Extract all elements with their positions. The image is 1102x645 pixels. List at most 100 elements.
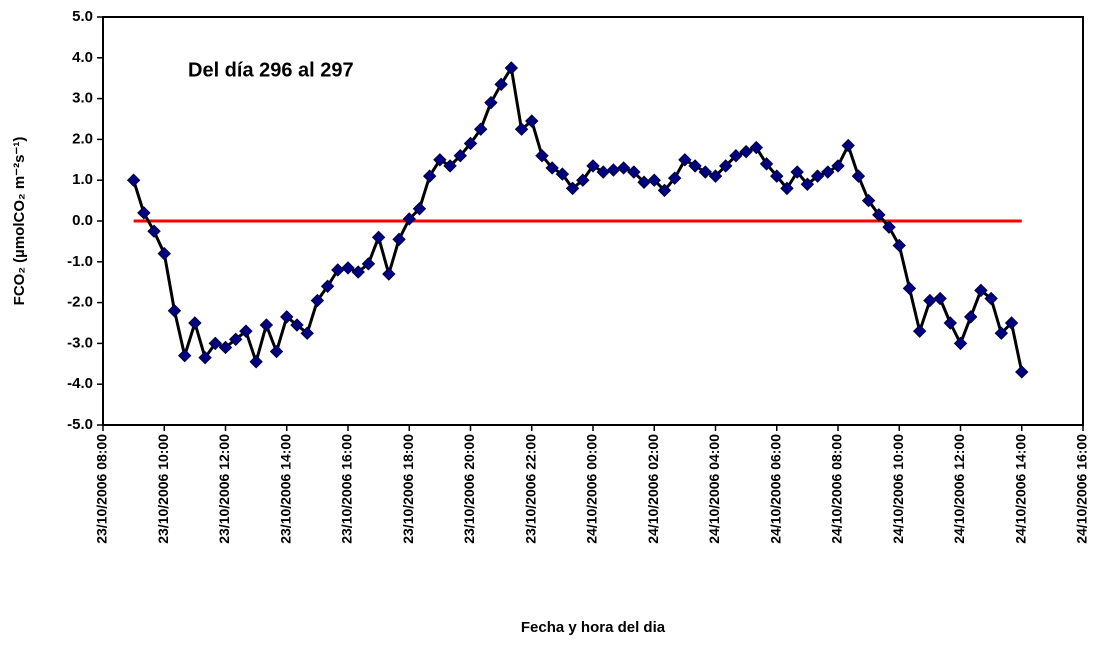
marker bbox=[157, 246, 171, 261]
marker bbox=[698, 165, 712, 179]
marker bbox=[943, 316, 957, 330]
marker bbox=[616, 161, 631, 175]
marker bbox=[249, 355, 263, 369]
marker bbox=[565, 181, 580, 196]
marker bbox=[494, 77, 508, 92]
marker bbox=[882, 220, 896, 234]
marker bbox=[474, 122, 488, 136]
y-tick-label: 2.0 bbox=[72, 130, 93, 147]
x-tick-label: 23/10/2006 14:00 bbox=[277, 434, 293, 544]
marker bbox=[678, 153, 692, 167]
marker bbox=[167, 304, 182, 318]
x-tick-label: 23/10/2006 16:00 bbox=[339, 434, 355, 544]
marker bbox=[280, 310, 294, 324]
y-axis-label: FCO₂ (µmolCO₂ m⁻²s⁻¹) bbox=[11, 137, 28, 306]
marker bbox=[984, 291, 998, 306]
marker bbox=[290, 318, 304, 332]
marker bbox=[821, 165, 835, 179]
marker bbox=[606, 163, 621, 177]
marker bbox=[341, 261, 355, 275]
marker bbox=[361, 257, 376, 271]
marker bbox=[208, 336, 222, 351]
annotation: Del día 296 al 297 bbox=[188, 59, 354, 81]
marker bbox=[964, 310, 978, 324]
marker bbox=[759, 157, 774, 171]
marker bbox=[627, 165, 641, 179]
y-tick-label: -3.0 bbox=[67, 334, 93, 351]
marker bbox=[576, 173, 590, 187]
x-tick-label: 24/10/2006 02:00 bbox=[645, 434, 661, 544]
marker bbox=[841, 138, 855, 153]
y-tick-label: 5.0 bbox=[72, 8, 93, 25]
marker bbox=[188, 316, 202, 330]
marker bbox=[269, 344, 284, 359]
x-tick-label: 24/10/2006 00:00 bbox=[584, 434, 600, 544]
y-tick-label: 3.0 bbox=[72, 90, 93, 107]
y-tick-label: -4.0 bbox=[67, 375, 93, 392]
marker bbox=[739, 144, 753, 159]
marker bbox=[412, 202, 427, 216]
marker bbox=[545, 161, 559, 175]
marker bbox=[953, 336, 968, 351]
marker bbox=[902, 281, 917, 296]
marker bbox=[729, 149, 743, 163]
marker bbox=[126, 173, 141, 187]
marker bbox=[800, 177, 815, 191]
marker bbox=[137, 206, 151, 220]
marker bbox=[382, 267, 396, 281]
marker bbox=[177, 348, 192, 363]
marker bbox=[790, 165, 804, 179]
marker bbox=[198, 350, 212, 365]
marker bbox=[923, 293, 937, 308]
x-tick-label: 24/10/2006 08:00 bbox=[829, 434, 845, 544]
marker bbox=[484, 95, 498, 110]
x-tick-label: 24/10/2006 10:00 bbox=[890, 434, 906, 544]
marker bbox=[310, 293, 325, 308]
y-tick-label: -2.0 bbox=[67, 294, 93, 311]
marker bbox=[770, 169, 784, 183]
marker bbox=[1015, 365, 1029, 379]
y-tick-label: 1.0 bbox=[72, 171, 93, 188]
marker bbox=[392, 232, 406, 247]
marker bbox=[463, 136, 478, 151]
y-tick-label: 0.0 bbox=[72, 212, 93, 229]
marker bbox=[443, 159, 457, 173]
x-tick-label: 23/10/2006 10:00 bbox=[155, 434, 171, 544]
marker bbox=[1004, 316, 1019, 330]
marker bbox=[229, 332, 243, 347]
marker bbox=[657, 183, 672, 198]
x-tick-label: 23/10/2006 22:00 bbox=[522, 434, 538, 544]
x-tick-label: 24/10/2006 14:00 bbox=[1012, 434, 1028, 544]
x-tick-label: 24/10/2006 12:00 bbox=[951, 434, 967, 544]
marker bbox=[872, 208, 886, 222]
marker bbox=[147, 224, 161, 238]
x-tick-label: 23/10/2006 18:00 bbox=[400, 434, 416, 544]
marker bbox=[912, 324, 927, 338]
marker bbox=[535, 149, 549, 163]
marker bbox=[933, 291, 947, 306]
marker bbox=[974, 283, 988, 298]
marker bbox=[259, 318, 274, 332]
marker bbox=[861, 193, 876, 208]
x-tick-label: 23/10/2006 08:00 bbox=[94, 434, 110, 544]
marker bbox=[647, 173, 661, 187]
y-tick-label: -1.0 bbox=[67, 253, 93, 270]
marker bbox=[780, 181, 794, 196]
marker bbox=[300, 326, 314, 340]
x-tick-label: 24/10/2006 04:00 bbox=[706, 434, 722, 544]
marker bbox=[994, 326, 1009, 340]
marker bbox=[351, 265, 365, 279]
series-line bbox=[132, 66, 1024, 373]
x-tick-label: 24/10/2006 16:00 bbox=[1074, 434, 1090, 544]
marker bbox=[688, 159, 702, 173]
x-axis-label: Fecha y hora del dia bbox=[521, 619, 666, 636]
marker bbox=[708, 169, 723, 183]
marker bbox=[831, 159, 845, 173]
y-tick-label: -5.0 bbox=[67, 416, 93, 433]
marker bbox=[892, 238, 906, 253]
x-tick-label: 24/10/2006 06:00 bbox=[767, 434, 783, 544]
marker bbox=[402, 212, 416, 226]
marker bbox=[514, 122, 529, 136]
marker bbox=[453, 149, 467, 163]
marker bbox=[371, 230, 386, 245]
